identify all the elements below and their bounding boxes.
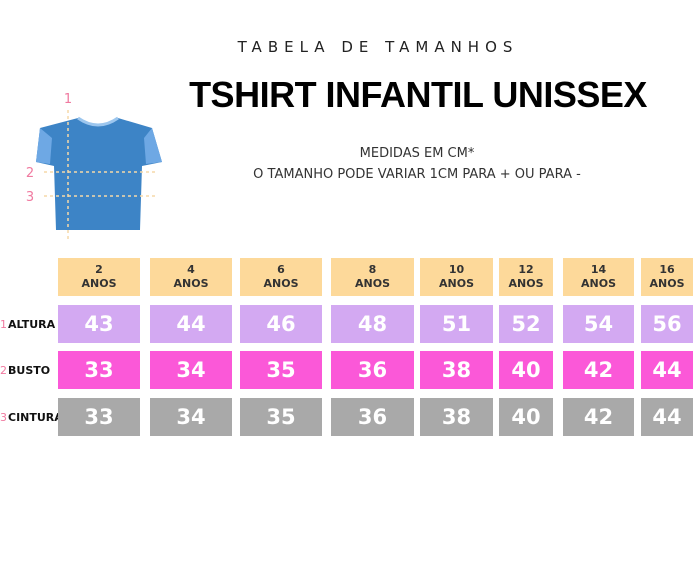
sleeve: [36, 128, 162, 164]
note: MEDIDAS EM CM*: [359, 146, 475, 161]
unit: ANOS: [508, 277, 544, 290]
row-number: 2: [0, 363, 7, 377]
value-cell: 43: [58, 305, 140, 343]
marker: 1: [64, 92, 72, 107]
value-cell: 51: [420, 305, 493, 343]
value-cell: 52: [499, 305, 553, 343]
unit: ANOS: [173, 277, 209, 290]
row-name: CINTURA: [8, 410, 63, 424]
title: TSHIRT INFANTIL UNISSEX: [189, 74, 647, 115]
value-cell: 44: [641, 398, 693, 436]
value-cell: 35: [240, 398, 322, 436]
value-cell: 42: [563, 351, 634, 389]
value-cell: 40: [499, 351, 553, 389]
age: 4: [187, 263, 195, 276]
age: 16: [659, 263, 675, 276]
value-cell: 34: [150, 351, 232, 389]
row-label: 1 ALTURA: [0, 305, 60, 343]
value-cell: 38: [420, 351, 493, 389]
marker: 2: [26, 166, 34, 181]
unit: ANOS: [263, 277, 299, 290]
value-cell: 35: [240, 351, 322, 389]
header-cell: 12 ANOS: [499, 258, 553, 296]
header-cell: 14 ANOS: [563, 258, 634, 296]
note: O TAMANHO PODE VARIAR 1CM PARA + OU PARA…: [253, 167, 581, 182]
subtitle: TABELA DE TAMANHOS: [237, 38, 519, 56]
value-cell: 46: [240, 305, 322, 343]
value-cell: 36: [331, 351, 414, 389]
marker: 3: [26, 190, 34, 205]
value-cell: 44: [150, 305, 232, 343]
header-cell: 8 ANOS: [331, 258, 414, 296]
value-cell: 40: [499, 398, 553, 436]
value-cell: 33: [58, 398, 140, 436]
header-cell: 4 ANOS: [150, 258, 232, 296]
value-cell: 34: [150, 398, 232, 436]
value-cell: 38: [420, 398, 493, 436]
value-cell: 48: [331, 305, 414, 343]
collar: [77, 116, 119, 127]
shirt: [36, 118, 162, 230]
header-cell: 16 ANOS: [641, 258, 693, 296]
value-cell: 33: [58, 351, 140, 389]
header-cell: 10 ANOS: [420, 258, 493, 296]
value-cell: 36: [331, 398, 414, 436]
row-label: 2 BUSTO: [0, 351, 60, 389]
header-cell: 6 ANOS: [240, 258, 322, 296]
row-number: 3: [0, 410, 7, 424]
value-cell: 56: [641, 305, 693, 343]
age: 10: [448, 263, 465, 276]
unit: ANOS: [355, 277, 390, 290]
unit: ANOS: [439, 277, 474, 290]
unit: ANOS: [81, 277, 117, 290]
value-cell: 54: [563, 305, 634, 343]
row-name: ALTURA: [8, 317, 56, 331]
value-cell: 42: [563, 398, 634, 436]
age: 6: [277, 263, 285, 276]
age: 8: [368, 263, 377, 276]
age: 2: [95, 263, 103, 276]
unit: ANOS: [581, 277, 616, 290]
row-label: 3 CINTURA: [0, 398, 63, 436]
row-name: BUSTO: [8, 363, 51, 377]
row-number: 1: [0, 317, 7, 331]
header-cell: 2 ANOS: [58, 258, 140, 296]
value-cell: 44: [641, 351, 693, 389]
age: 12: [518, 263, 534, 276]
age: 14: [590, 263, 607, 276]
shirt-diagram: 1 2 3: [26, 92, 162, 240]
unit: ANOS: [649, 277, 685, 290]
